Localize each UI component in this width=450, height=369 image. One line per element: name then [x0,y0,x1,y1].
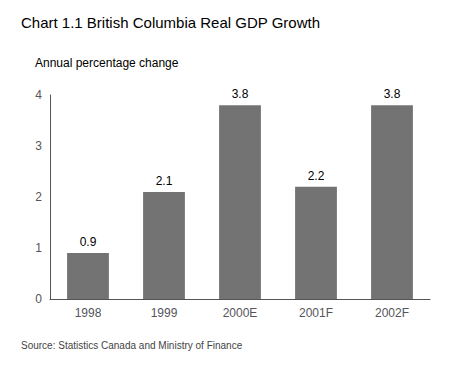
svg-text:2.1: 2.1 [156,174,173,188]
svg-text:1998: 1998 [75,306,102,320]
svg-text:Chart 1.1 British Columbia Rea: Chart 1.1 British Columbia Real GDP Grow… [21,14,320,31]
svg-text:3: 3 [35,139,42,153]
svg-text:2002F: 2002F [375,306,409,320]
svg-text:2: 2 [35,190,42,204]
svg-text:2001F: 2001F [299,306,333,320]
svg-text:2.2: 2.2 [308,169,325,183]
svg-text:3.8: 3.8 [232,87,249,101]
svg-text:0.9: 0.9 [80,235,97,249]
svg-text:Source: Statistics Canada and: Source: Statistics Canada and Ministry o… [21,340,243,351]
svg-text:Annual percentage change: Annual percentage change [35,56,179,70]
svg-text:2000E: 2000E [223,306,258,320]
svg-text:3.8: 3.8 [384,87,401,101]
svg-text:4: 4 [35,88,42,102]
svg-text:1: 1 [35,241,42,255]
svg-text:1999: 1999 [151,306,178,320]
svg-text:0: 0 [35,292,42,306]
